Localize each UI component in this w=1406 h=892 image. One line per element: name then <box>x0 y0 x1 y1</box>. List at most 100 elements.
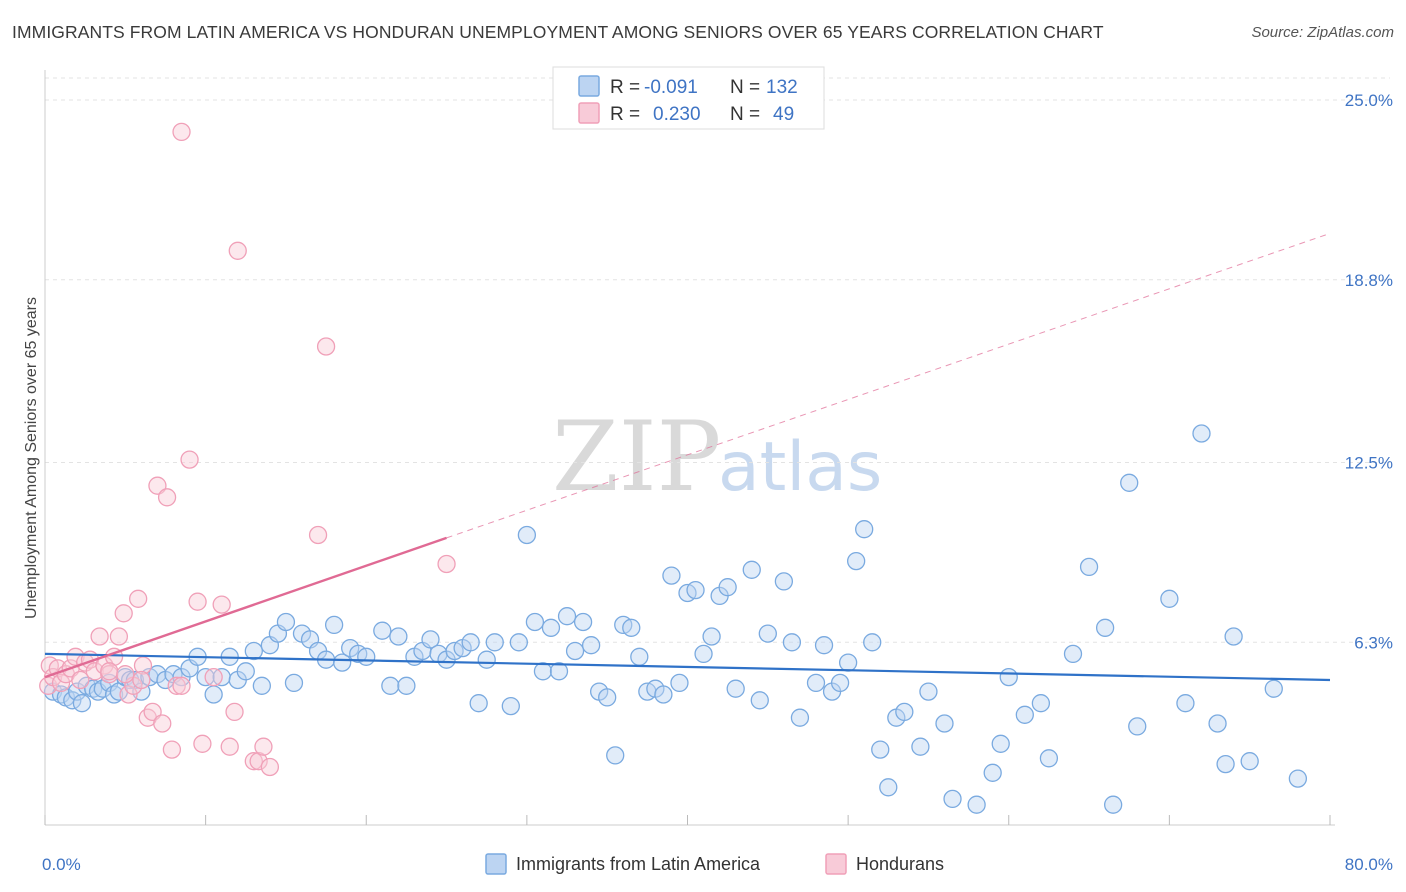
watermark-zip: ZIP <box>552 401 721 513</box>
point-latin-america <box>742 560 761 579</box>
point-latin-america <box>276 612 296 632</box>
point-latin-america <box>630 647 649 666</box>
point-hondurans <box>193 734 212 753</box>
point-latin-america <box>509 633 528 652</box>
legend-n-value-latin-america: 132 <box>766 77 798 98</box>
trend-lines <box>44 232 1331 682</box>
point-hondurans <box>220 737 239 756</box>
point-latin-america <box>461 633 480 652</box>
legend-swatch-latin-america <box>578 75 600 97</box>
point-latin-america <box>1240 752 1259 771</box>
point-latin-america <box>670 673 689 693</box>
chart-title: IMMIGRANTS FROM LATIN AMERICA VS HONDURA… <box>12 22 1104 42</box>
point-hondurans <box>225 702 244 722</box>
point-latin-america <box>871 740 890 759</box>
point-latin-america <box>830 673 850 693</box>
point-latin-america <box>1176 694 1195 713</box>
point-latin-america <box>1208 714 1227 733</box>
point-latin-america <box>541 618 561 637</box>
point-latin-america <box>549 662 569 681</box>
point-hondurans <box>162 740 182 759</box>
point-hondurans <box>157 488 177 507</box>
point-latin-america <box>517 525 537 545</box>
point-latin-america <box>1015 705 1034 724</box>
point-hondurans <box>100 662 119 681</box>
trend-line-hondurans <box>44 536 447 679</box>
series-latin-america-points <box>43 424 1308 814</box>
series-legend-swatch-hondurans <box>825 853 847 875</box>
point-latin-america <box>1264 679 1283 698</box>
legend-r-label: R = <box>610 77 640 98</box>
point-latin-america <box>999 667 1018 687</box>
point-latin-america <box>252 676 271 695</box>
series-hondurans-points <box>39 122 456 777</box>
point-latin-america <box>895 702 914 722</box>
point-latin-america <box>598 688 617 707</box>
point-latin-america <box>750 691 769 710</box>
legend-r-value-latin-america: -0.091 <box>644 77 698 98</box>
point-hondurans <box>90 627 109 646</box>
point-hondurans <box>133 656 153 675</box>
point-latin-america <box>758 624 777 643</box>
point-latin-america <box>1104 795 1123 814</box>
series-legend: Immigrants from Latin America Hondurans <box>485 853 944 875</box>
legend-n-value-hondurans: 49 <box>773 104 794 125</box>
point-latin-america <box>879 778 898 797</box>
point-hondurans <box>254 737 273 756</box>
point-latin-america <box>565 641 585 661</box>
point-latin-america <box>606 746 625 765</box>
point-latin-america <box>782 633 802 652</box>
point-latin-america <box>1079 557 1099 577</box>
point-latin-america <box>1039 749 1059 768</box>
point-latin-america <box>389 627 408 646</box>
watermark-atlas: atlas <box>718 428 882 507</box>
point-hondurans <box>437 554 456 574</box>
point-hondurans <box>188 592 207 611</box>
point-latin-america <box>774 572 794 591</box>
point-hondurans <box>260 757 280 777</box>
point-latin-america <box>662 566 681 585</box>
point-latin-america <box>790 708 810 727</box>
point-hondurans <box>114 604 133 623</box>
point-latin-america <box>204 685 223 704</box>
point-latin-america <box>72 694 92 713</box>
legend-n-label: N = <box>730 77 760 98</box>
point-latin-america <box>397 676 416 695</box>
point-latin-america <box>726 679 745 698</box>
point-hondurans <box>109 627 129 646</box>
point-latin-america <box>814 636 834 655</box>
point-latin-america <box>533 662 553 681</box>
point-hondurans <box>153 714 172 733</box>
point-hondurans <box>212 595 231 614</box>
point-hondurans <box>180 450 199 469</box>
point-latin-america <box>863 633 882 652</box>
point-latin-america <box>557 607 577 626</box>
legend-r-value-hondurans: 0.230 <box>653 104 701 125</box>
point-latin-america <box>983 763 1002 782</box>
point-hondurans <box>228 241 247 260</box>
point-latin-america <box>919 682 938 701</box>
point-hondurans <box>308 525 328 545</box>
point-hondurans <box>116 665 135 684</box>
point-latin-america <box>702 627 721 646</box>
point-latin-america <box>1224 627 1243 646</box>
point-hondurans <box>204 667 223 687</box>
point-latin-america <box>654 685 673 704</box>
point-hondurans <box>71 670 90 690</box>
point-latin-america <box>324 615 344 635</box>
point-latin-america <box>1160 589 1179 608</box>
point-hondurans <box>132 670 151 690</box>
legend-swatch-hondurans <box>578 102 600 124</box>
point-latin-america <box>485 633 504 652</box>
point-hondurans <box>249 752 268 771</box>
y-tick-label: 18.8% <box>1345 271 1393 290</box>
point-hondurans <box>167 676 186 695</box>
point-latin-america <box>381 676 400 695</box>
series-legend-label-hondurans: Hondurans <box>856 854 944 874</box>
x-ticks <box>44 815 1331 825</box>
point-latin-america <box>838 653 858 672</box>
trend-line-hondurans-extension <box>446 232 1331 539</box>
legend-n-label: N = <box>730 104 760 125</box>
point-latin-america <box>236 662 255 681</box>
